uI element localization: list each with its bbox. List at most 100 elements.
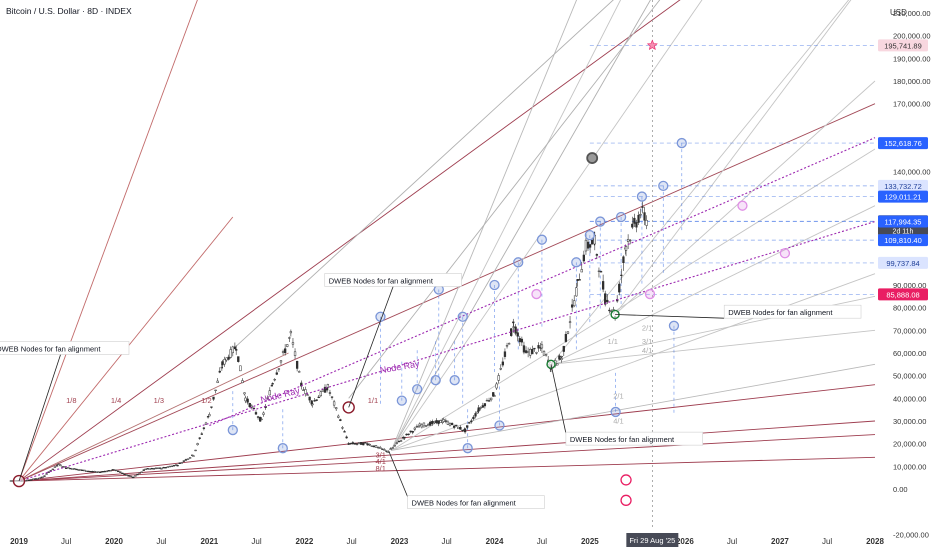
x-tick-label: Jul — [156, 537, 166, 546]
y-tick-label: 30,000.00 — [893, 417, 926, 426]
candle-body — [429, 421, 432, 426]
fan-node-marker — [412, 384, 423, 395]
candle-body — [580, 269, 583, 273]
fan-ratio-label: 4/1 — [642, 346, 652, 355]
candle-body — [270, 385, 274, 387]
annotation-text: DWEB Nodes for fan alignment — [329, 276, 434, 285]
candle-body — [477, 407, 480, 412]
node-ray-line — [18, 221, 876, 482]
fan-line — [550, 329, 876, 365]
fan-node-marker — [610, 406, 621, 418]
candle-body — [448, 423, 452, 426]
y-tick-label: 200,000.00 — [893, 32, 931, 41]
fan-node-marker — [513, 257, 524, 268]
price-axis[interactable]: USD -20,000.00 0.00 10,000.00 20,000.00 30,0… — [876, 0, 932, 539]
candle-body — [470, 420, 473, 423]
candle-body — [383, 449, 386, 451]
candle-body — [125, 474, 128, 476]
candle-body — [216, 380, 219, 383]
time-axis[interactable]: 2019 Jul 2020 Jul 2021 Jul 2022 Jul 2023 Jul 2024 J… — [0, 530, 884, 550]
candle-body — [424, 425, 428, 427]
candle-body — [622, 256, 625, 264]
candle-body — [319, 391, 322, 397]
candle-body — [503, 351, 507, 357]
candle-body — [47, 471, 50, 473]
candle-body — [588, 244, 592, 248]
candle-body — [389, 448, 392, 450]
fan-line — [391, 363, 876, 451]
candle-body — [184, 459, 188, 461]
candle-body — [172, 465, 176, 467]
annotation-text: DWEB Nodes for fan alignment — [570, 435, 675, 444]
candle-body — [341, 427, 344, 429]
price-tag-value: 152,618.76 — [884, 139, 922, 148]
candle-body — [535, 352, 538, 354]
candle-body — [514, 326, 517, 334]
candle-body — [415, 425, 419, 428]
annotation-pointer — [550, 364, 567, 434]
candle-body — [225, 357, 228, 361]
candle-body — [556, 363, 559, 366]
candle-body — [381, 448, 384, 450]
candle-body — [444, 420, 447, 422]
fan-node-marker — [676, 137, 687, 149]
candle-body — [330, 396, 334, 398]
price-tag — [878, 179, 928, 192]
candle-body — [372, 445, 376, 448]
x-tick-label: 2028 — [866, 537, 884, 546]
candle-body — [239, 365, 242, 372]
x-tick-label: 2023 — [391, 537, 409, 546]
candle-body — [146, 468, 149, 470]
candle-body — [69, 467, 72, 470]
candle-body — [73, 468, 76, 470]
fan-line — [18, 434, 876, 482]
candle-body — [315, 399, 318, 401]
candle-body — [476, 411, 479, 414]
x-tick-label: 2027 — [771, 537, 789, 546]
fan-ratio-label: 1/1 — [368, 396, 378, 405]
candle-body — [105, 470, 108, 473]
y-tick-label: -20,000.00 — [893, 530, 929, 539]
candle-body — [420, 424, 424, 428]
candle-body — [231, 346, 234, 354]
candle-body — [119, 471, 122, 473]
candle-body — [620, 274, 623, 277]
fan-node-marker — [396, 395, 407, 406]
candle-body — [374, 445, 378, 448]
candle-body — [353, 443, 357, 445]
candle-body — [505, 345, 509, 347]
y-tick-label: 140,000.00 — [893, 168, 931, 177]
price-tag-value: 133,732.72 — [884, 182, 922, 191]
candle-body — [474, 413, 477, 417]
candle-body — [472, 416, 475, 420]
x-tick-label: 2026 — [676, 537, 694, 546]
price-tag-value: 195,741.89 — [884, 41, 922, 50]
candle-body — [246, 398, 249, 403]
candle-body — [379, 447, 382, 449]
candle-body — [223, 359, 226, 365]
candle-body — [468, 422, 471, 424]
fan-ratio-label: 8/1 — [376, 464, 386, 473]
price-tag-value: 117,994.35 — [885, 218, 922, 227]
fan-ratio-label: 1/1 — [608, 337, 618, 346]
candle-body — [631, 223, 634, 228]
candle-body — [501, 361, 505, 366]
candle-body — [624, 246, 628, 251]
nodes-layer — [12, 39, 791, 506]
candle-body — [101, 471, 104, 473]
candle-body — [544, 353, 548, 356]
candle-body — [595, 254, 599, 256]
x-tick-label: Jul — [822, 537, 832, 546]
fan-node-marker — [571, 257, 582, 268]
candle-body — [433, 421, 436, 423]
candle-body — [168, 465, 171, 468]
candle-body — [129, 475, 132, 478]
fan-node-marker — [584, 229, 595, 241]
y-tick-label: 20,000.00 — [893, 440, 926, 449]
candle-body — [61, 466, 64, 468]
candle-body — [626, 238, 630, 243]
candle-body — [38, 477, 41, 479]
